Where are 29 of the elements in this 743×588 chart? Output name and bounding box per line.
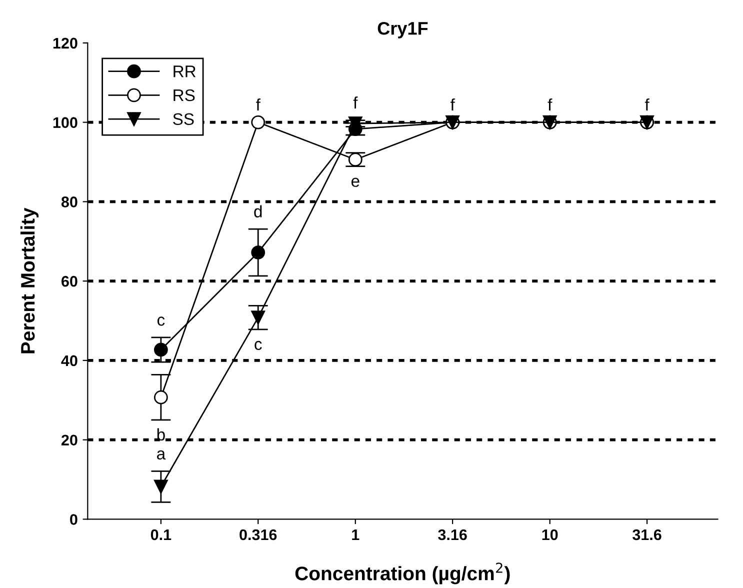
y-tick-label: 0 (70, 514, 78, 525)
annotation: c (157, 316, 165, 326)
annotation: f (256, 98, 260, 111)
y-tick-label: 20 (61, 434, 78, 446)
legend-label: SS (173, 113, 194, 126)
annotation: f (450, 98, 455, 111)
annotation: e (351, 178, 360, 187)
annotation: f (644, 98, 650, 111)
x-axis-title: Concentration (µg/cm$^{2}$) (295, 562, 510, 584)
x-tick-label: 0.1 (150, 529, 172, 540)
chart-title: Cry1F (378, 22, 428, 38)
y-tick-label: 120 (53, 38, 78, 49)
x-tick-label: 3.16 (438, 529, 467, 540)
y-tick-label: 60 (62, 276, 78, 287)
x-tick-label: 31.6 (632, 529, 662, 540)
legend-label: RR (174, 66, 196, 78)
annotation: c (254, 340, 262, 350)
y-axis-title: Perent Mortality (20, 208, 39, 354)
y-tick-label: 40 (61, 355, 78, 366)
annotation: f (548, 98, 552, 111)
annotation: f (353, 96, 358, 109)
x-tick-label: 10 (542, 529, 558, 540)
x-tick-label: 1 (352, 529, 360, 540)
x-tick-label: 0.316 (240, 529, 277, 540)
y-tick-label: 100 (53, 117, 78, 128)
annotation: d (254, 205, 262, 218)
legend-label: RS (174, 89, 195, 102)
annotation: a (157, 450, 166, 460)
y-tick-label: 80 (61, 196, 78, 208)
